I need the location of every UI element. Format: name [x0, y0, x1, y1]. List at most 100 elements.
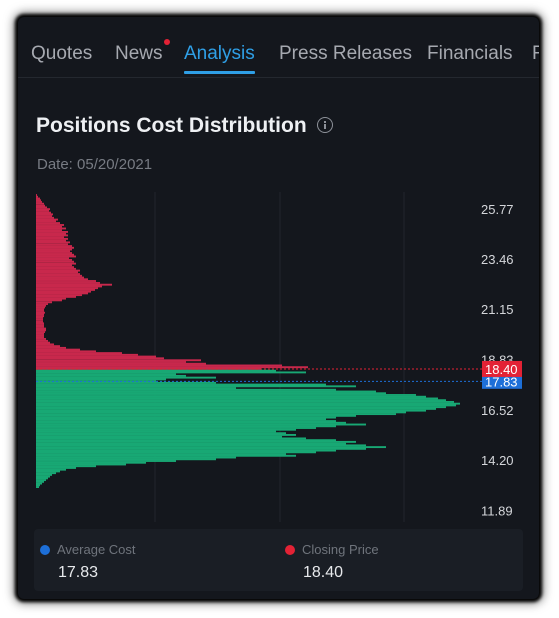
tab-analysis[interactable]: Analysis — [184, 43, 255, 74]
tab-label: Press Releases — [279, 43, 413, 64]
bar-above-close — [36, 294, 82, 297]
tab-financials[interactable]: Financials — [427, 43, 513, 65]
bar-above-close — [36, 197, 40, 200]
bar-below-close — [36, 383, 326, 386]
bar-below-close — [36, 456, 236, 459]
bar-below-close — [36, 475, 50, 478]
page-title: Positions Cost Distribution — [36, 114, 307, 137]
bar-above-close — [36, 327, 46, 330]
bar-below-close — [36, 444, 366, 447]
bar-above-close — [36, 252, 72, 254]
bar-above-close — [36, 308, 44, 311]
bar-below-close — [36, 402, 460, 405]
tab-label: Analysis — [184, 43, 255, 64]
bar-above-close — [36, 297, 66, 300]
bar-above-close — [36, 211, 51, 214]
tab-label: F — [532, 43, 539, 64]
bar-below-close — [36, 465, 96, 468]
bar-above-close — [36, 201, 42, 203]
tab-label: Financials — [427, 43, 513, 64]
bar-below-close — [36, 373, 176, 376]
bar-above-close — [36, 320, 43, 323]
tab-quotes[interactable]: Quotes — [31, 43, 92, 65]
bar-above-close — [36, 310, 44, 312]
bar-below-close — [36, 390, 376, 393]
bar-below-close — [36, 427, 316, 429]
bar-above-close — [36, 202, 44, 205]
bar-above-close — [36, 346, 66, 349]
bar-below-close — [36, 423, 366, 426]
bar-below-close — [36, 480, 44, 483]
bar-above-close — [36, 225, 62, 228]
tab-press-releases[interactable]: Press Releases — [279, 43, 412, 65]
bar-below-close — [36, 397, 438, 400]
bar-above-close — [36, 229, 62, 232]
bar-above-close — [36, 213, 53, 216]
bar-above-close — [36, 246, 74, 249]
bar-above-close — [36, 206, 47, 209]
bar-above-close — [36, 280, 96, 282]
bar-below-close — [36, 466, 76, 469]
bar-below-close — [36, 385, 356, 388]
bar-below-close — [36, 446, 386, 449]
info-icon[interactable] — [317, 117, 333, 133]
bar-below-close — [36, 420, 336, 422]
bar-below-close — [36, 374, 186, 377]
bar-below-close — [36, 442, 346, 445]
active-tab-indicator — [184, 71, 255, 74]
bar-above-close — [36, 274, 82, 277]
bar-below-close — [36, 484, 40, 487]
closing-price-value: 18.40 — [485, 362, 518, 377]
tab-news[interactable]: News — [115, 39, 170, 65]
bar-above-close — [36, 278, 88, 281]
tab-overflow[interactable]: F — [532, 43, 539, 65]
date-label: Date: 05/20/2021 — [37, 156, 153, 173]
bar-below-close — [36, 432, 286, 435]
bar-above-close — [36, 248, 72, 251]
bar-above-close — [36, 224, 64, 226]
legend-label: Average Cost — [57, 542, 136, 557]
bar-below-close — [36, 473, 52, 476]
average-cost-value: 17.83 — [485, 374, 518, 389]
bar-above-close — [36, 357, 164, 360]
bar-above-close — [36, 362, 206, 365]
bar-below-close — [36, 472, 56, 475]
bar-above-close — [36, 234, 68, 237]
bar-below-close — [36, 411, 406, 414]
bar-below-close — [36, 486, 39, 488]
legend-label: Closing Price — [302, 542, 379, 557]
bar-above-close — [36, 282, 100, 284]
bar-below-close — [36, 378, 166, 381]
bar-above-close — [36, 352, 122, 355]
bar-above-close — [36, 218, 58, 221]
bar-above-close — [36, 222, 60, 224]
bar-below-close — [36, 428, 296, 431]
bar-above-close — [36, 295, 76, 298]
bar-above-close — [36, 271, 78, 274]
bar-below-close — [36, 404, 456, 407]
bar-below-close — [36, 388, 336, 391]
bar-above-close — [36, 329, 46, 332]
bar-above-close — [36, 264, 72, 267]
bar-below-close — [36, 400, 454, 403]
bar-above-close — [36, 283, 112, 286]
bar-below-close — [36, 482, 42, 485]
bar-below-close — [36, 451, 316, 454]
bar-above-close — [36, 220, 56, 223]
bar-below-close — [36, 447, 366, 450]
bar-above-close — [36, 269, 80, 272]
bar-below-close — [36, 435, 282, 438]
bar-above-close — [36, 288, 95, 291]
bar-below-close — [36, 421, 346, 424]
bar-above-close — [36, 245, 72, 248]
bar-above-close — [36, 361, 186, 363]
bar-above-close — [36, 204, 45, 207]
bar-below-close — [36, 409, 426, 412]
news-notification-dot — [163, 39, 170, 45]
bar-above-close — [36, 325, 44, 328]
bar-above-close — [36, 195, 38, 198]
bar-above-close — [36, 236, 64, 239]
bar-above-close — [36, 332, 44, 335]
bar-above-close — [36, 227, 66, 230]
bar-above-close — [36, 262, 76, 265]
